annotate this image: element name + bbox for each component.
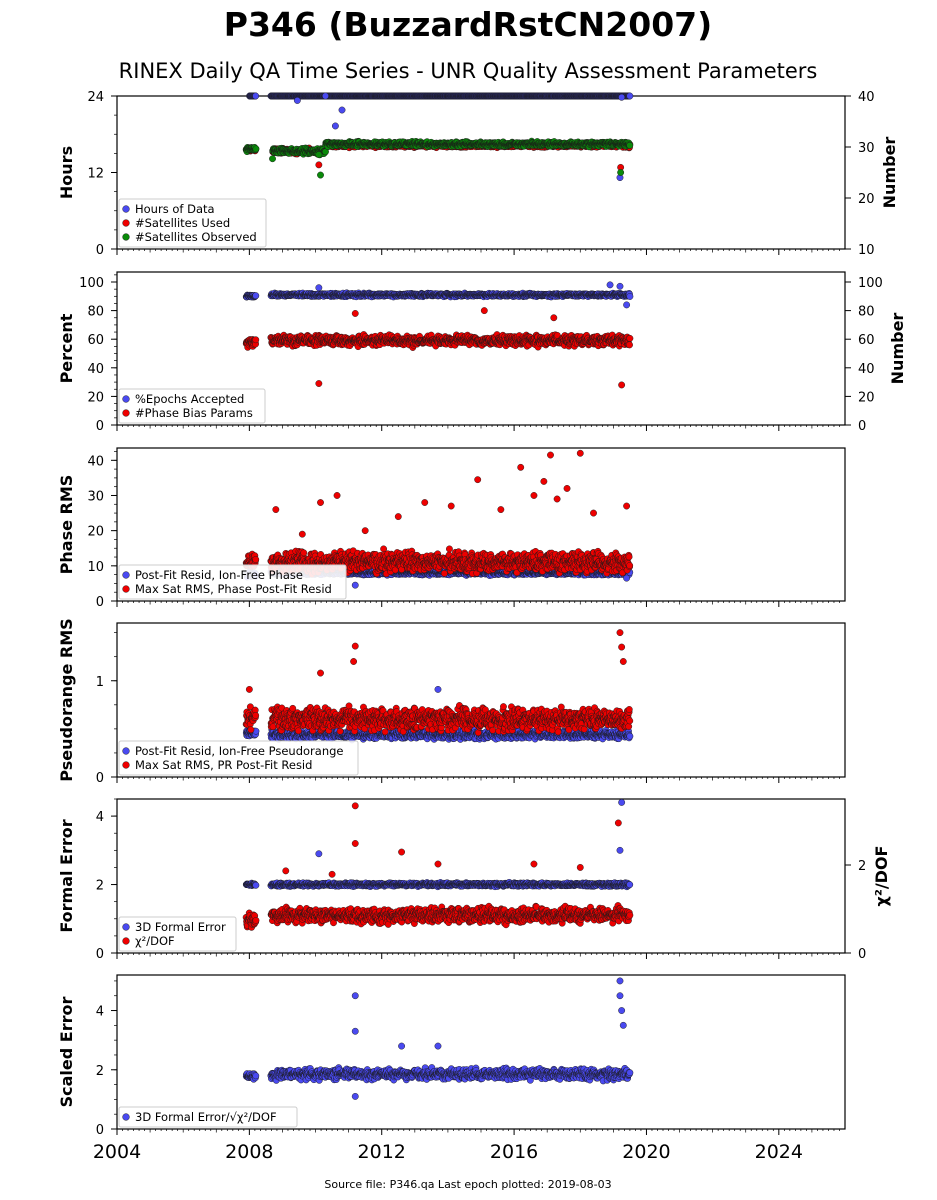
data-point xyxy=(315,151,323,159)
y-right-tick-label: 40 xyxy=(858,362,875,377)
y-right-axis-label: Number xyxy=(880,137,899,209)
y-tick-label: 0 xyxy=(96,243,104,258)
series-2 xyxy=(242,307,634,389)
y-right-tick-label: 20 xyxy=(858,390,875,405)
data-point xyxy=(626,92,634,100)
plot-points xyxy=(242,92,634,182)
legend-marker xyxy=(122,205,130,213)
legend-label: #Satellites Observed xyxy=(135,230,257,244)
y-right-tick-label: 80 xyxy=(858,305,875,320)
y-tick-label: 80 xyxy=(87,305,104,320)
data-point xyxy=(315,161,323,169)
y-tick-label: 40 xyxy=(87,362,104,377)
legend-marker xyxy=(122,219,130,227)
data-point xyxy=(252,336,260,344)
data-point xyxy=(252,92,260,100)
series-1 xyxy=(242,281,634,309)
data-point xyxy=(269,155,276,163)
y-tick-label: 20 xyxy=(87,390,104,405)
data-point xyxy=(317,171,324,179)
legend-marker xyxy=(122,233,130,241)
data-point xyxy=(315,284,323,292)
series-3 xyxy=(242,137,634,179)
data-point xyxy=(252,145,260,153)
y-right-tick-label: 40 xyxy=(858,90,875,105)
y-right-tick-label: 30 xyxy=(858,141,875,156)
y-right-tick-label: 100 xyxy=(858,276,883,291)
data-point xyxy=(618,93,626,101)
data-point xyxy=(617,169,625,176)
legend: Hours of Data#Satellites Used#Satellites… xyxy=(118,198,267,248)
figure-title: P346 (BuzzardRstCN2007) xyxy=(224,5,712,44)
y-tick-label: 0 xyxy=(96,419,104,434)
y-tick-label: 100 xyxy=(79,276,104,291)
data-point xyxy=(322,92,329,100)
plot-points xyxy=(242,281,634,389)
y-axis-label: Hours xyxy=(57,146,76,199)
data-point xyxy=(331,122,339,130)
y-tick-label: 60 xyxy=(87,333,104,348)
y-tick-label: 24 xyxy=(87,90,104,105)
legend-label: #Satellites Used xyxy=(135,216,230,230)
data-point xyxy=(293,97,301,104)
data-point xyxy=(626,293,634,300)
y-right-axis-label: Number xyxy=(888,313,907,385)
series-1 xyxy=(246,92,634,182)
data-point xyxy=(623,301,631,309)
data-point xyxy=(606,281,614,289)
data-point xyxy=(338,106,346,114)
data-point xyxy=(252,292,260,300)
y-axis-label: Percent xyxy=(57,313,76,383)
y-right-tick-label: 20 xyxy=(858,192,875,207)
y-right-tick-label: 10 xyxy=(858,243,875,258)
legend-label: Hours of Data xyxy=(135,202,215,216)
y-right-tick-label: 0 xyxy=(858,419,866,434)
data-point xyxy=(616,282,624,290)
data-point xyxy=(626,141,634,149)
figure-subtitle: RINEX Daily QA Time Series - UNR Quality… xyxy=(119,59,818,83)
y-tick-label: 12 xyxy=(87,167,104,182)
y-right-tick-label: 60 xyxy=(858,333,875,348)
